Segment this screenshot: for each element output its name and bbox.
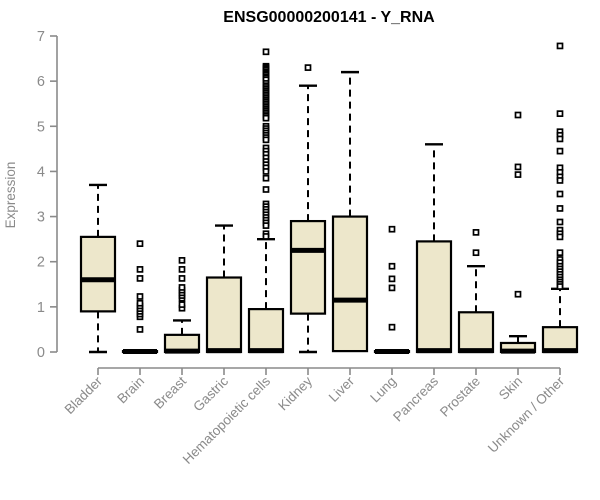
outlier-point xyxy=(178,275,186,282)
outlier-point xyxy=(472,229,480,236)
y-axis-label: Expression xyxy=(3,162,18,229)
outlier-point xyxy=(556,135,564,143)
iqr-box xyxy=(331,215,369,353)
iqr-box xyxy=(79,235,117,313)
outlier-point xyxy=(136,275,144,282)
x-tick-label: Unknown / Other xyxy=(485,373,568,456)
x-tick-label: Brain xyxy=(114,374,147,407)
outlier-point xyxy=(556,190,564,198)
y-tick-label: 4 xyxy=(37,164,45,180)
box-gastric xyxy=(205,224,243,354)
iqr-box xyxy=(289,219,327,315)
outlier-point xyxy=(262,174,270,182)
iqr-box xyxy=(415,240,453,354)
outlier-point xyxy=(388,225,396,233)
outlier-point xyxy=(178,284,186,291)
y-tick-label: 6 xyxy=(37,74,45,90)
x-tick-label: Liver xyxy=(326,373,358,405)
outlier-point xyxy=(262,222,270,229)
outlier-point xyxy=(262,168,270,175)
outlier-point xyxy=(178,301,186,308)
box-hematopoietic-cells xyxy=(247,48,285,354)
outlier-point xyxy=(136,240,144,248)
iqr-box xyxy=(205,276,243,354)
outlier-point xyxy=(514,290,522,298)
x-tick-label: Prostate xyxy=(437,374,483,420)
outlier-point xyxy=(388,284,396,292)
y-tick-label: 7 xyxy=(37,29,45,45)
outlier-point xyxy=(178,257,186,264)
outlier-point xyxy=(304,64,312,71)
x-tick-label: Breast xyxy=(151,373,189,411)
x-tick-label: Gastric xyxy=(190,373,231,414)
x-tick-label: Bladder xyxy=(62,373,106,417)
outlier-point xyxy=(472,249,480,257)
box-breast xyxy=(163,257,201,354)
box-prostate xyxy=(457,229,495,354)
box-bladder xyxy=(79,183,117,354)
x-tick-label: Skin xyxy=(496,374,525,403)
outlier-point xyxy=(556,249,564,257)
boxplot-series xyxy=(79,42,579,355)
outlier-point xyxy=(136,326,144,333)
iqr-box xyxy=(541,326,579,354)
iqr-box xyxy=(247,308,285,354)
outlier-point xyxy=(388,323,396,331)
chart-title: ENSG00000200141 - Y_RNA xyxy=(223,9,435,26)
box-brain xyxy=(121,240,159,355)
outlier-point xyxy=(514,111,522,119)
outlier-point xyxy=(556,233,564,241)
outlier-point xyxy=(556,110,564,117)
outlier-point xyxy=(556,42,564,50)
y-tick-label: 1 xyxy=(37,300,45,316)
x-tick-label: Kidney xyxy=(275,373,315,413)
outlier-point xyxy=(514,171,522,178)
outlier-point xyxy=(556,218,564,226)
outlier-point xyxy=(388,275,396,283)
box-skin xyxy=(499,111,537,354)
outlier-point xyxy=(556,177,564,184)
outlier-point xyxy=(556,147,564,155)
y-tick-label: 5 xyxy=(37,119,45,135)
y-tick-label: 2 xyxy=(37,255,45,271)
x-tick-label: Lung xyxy=(367,374,399,406)
outlier-point xyxy=(556,283,564,290)
outlier-point xyxy=(262,233,270,240)
outlier-point xyxy=(136,299,144,307)
box-lung xyxy=(373,225,411,355)
iqr-box xyxy=(457,311,495,354)
outlier-point xyxy=(262,48,270,56)
box-unknown-other xyxy=(541,42,579,354)
outlier-point xyxy=(556,205,564,212)
outlier-point xyxy=(514,163,522,171)
x-tick-label: Pancreas xyxy=(390,373,441,424)
outlier-point xyxy=(262,114,270,122)
outlier-point xyxy=(262,136,270,144)
outlier-point xyxy=(388,262,396,270)
outlier-point xyxy=(136,266,144,273)
outlier-point xyxy=(136,293,144,300)
box-pancreas xyxy=(415,143,453,354)
box-kidney xyxy=(289,64,327,354)
y-tick-label: 0 xyxy=(37,345,45,361)
y-tick-label: 3 xyxy=(37,210,45,226)
outlier-point xyxy=(262,186,270,193)
outlier-point xyxy=(178,266,186,273)
box-liver xyxy=(331,70,369,353)
